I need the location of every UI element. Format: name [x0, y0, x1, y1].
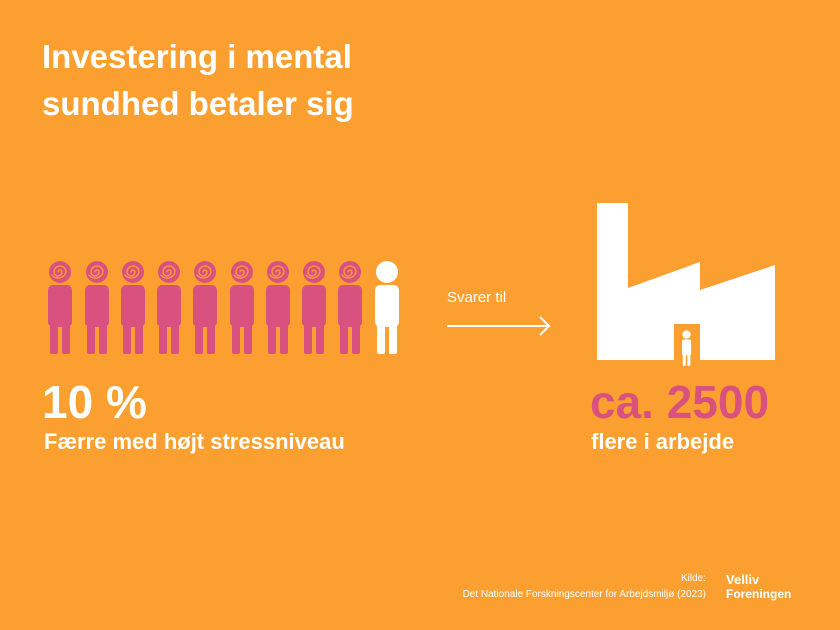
logo-line: Velliv	[726, 572, 760, 587]
left-stat-value: 10 %	[42, 376, 147, 428]
arrow	[447, 316, 551, 336]
left-stat-caption: Færre med højt stressniveau	[44, 429, 345, 454]
source-label: Kilde:	[681, 573, 706, 584]
source: Det Nationale Forskningscenter for Arbej…	[463, 589, 706, 600]
title-line: sundhed betaler sig	[42, 85, 354, 122]
factory	[597, 203, 775, 366]
logo-line: Foreningen	[726, 587, 791, 601]
right-stat-caption: flere i arbejde	[591, 429, 734, 454]
title-line: Investering i mental	[42, 38, 352, 75]
connector-label: Svarer til	[447, 289, 506, 306]
right-stat-value: ca. 2500	[590, 376, 769, 428]
